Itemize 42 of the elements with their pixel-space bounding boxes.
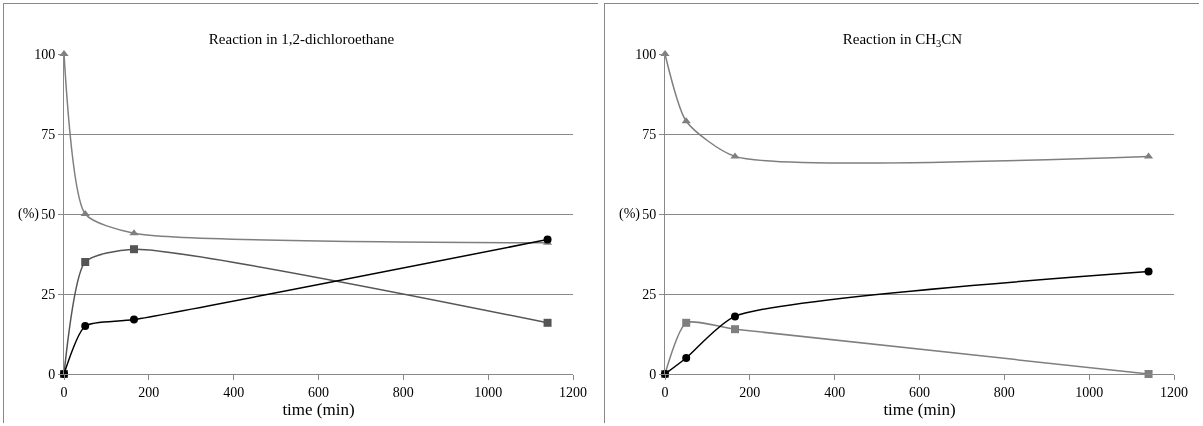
point bbox=[682, 318, 691, 327]
chart-title: Reaction in CH$_{3}$CN bbox=[842, 30, 963, 50]
point bbox=[681, 117, 691, 124]
point bbox=[81, 322, 90, 330]
x-tick-label: 0 bbox=[661, 384, 669, 400]
y-tick-label: 25 bbox=[642, 286, 657, 302]
y-tick-label: 75 bbox=[41, 126, 56, 142]
point bbox=[730, 325, 739, 334]
x-tick-label: 200 bbox=[739, 384, 761, 400]
x-axis-title: time (min) bbox=[282, 399, 355, 419]
point bbox=[129, 229, 139, 236]
point bbox=[129, 245, 138, 254]
y-axis-title: (%) bbox=[18, 206, 40, 222]
y-tick-label: 100 bbox=[635, 46, 657, 62]
x-tick-label: 800 bbox=[993, 384, 1015, 400]
x-axis-title: time (min) bbox=[883, 399, 956, 419]
y-tick-label: 100 bbox=[34, 46, 56, 62]
y-tick-label: 25 bbox=[41, 286, 56, 302]
y-tick-label: 50 bbox=[41, 206, 56, 222]
x-tick-label: 0 bbox=[60, 384, 68, 400]
point bbox=[682, 354, 691, 362]
y-tick-label: 0 bbox=[649, 366, 657, 382]
y-tick-label: 0 bbox=[48, 366, 56, 382]
point bbox=[543, 318, 552, 327]
y-axis-title: (%) bbox=[619, 206, 641, 222]
x-tick-label: 400 bbox=[223, 384, 245, 400]
x-tick-label: 1200 bbox=[1160, 384, 1188, 400]
chart-title: Reaction in 1,2-dichloroethane bbox=[208, 30, 395, 47]
point bbox=[1144, 267, 1153, 276]
y-tick-label: 75 bbox=[642, 126, 657, 142]
x-tick-label: 800 bbox=[392, 384, 414, 400]
x-tick-label: 1000 bbox=[474, 384, 503, 400]
x-tick-label: 600 bbox=[308, 384, 329, 400]
point bbox=[129, 315, 138, 324]
x-tick-label: 400 bbox=[824, 384, 846, 400]
y-tick-label: 50 bbox=[642, 206, 657, 222]
x-tick-label: 200 bbox=[138, 384, 160, 400]
x-tick-label: 600 bbox=[909, 384, 930, 400]
point bbox=[81, 258, 90, 266]
x-tick-label: 1000 bbox=[1075, 384, 1104, 400]
point bbox=[730, 312, 739, 321]
x-tick-label: 1200 bbox=[559, 384, 587, 400]
